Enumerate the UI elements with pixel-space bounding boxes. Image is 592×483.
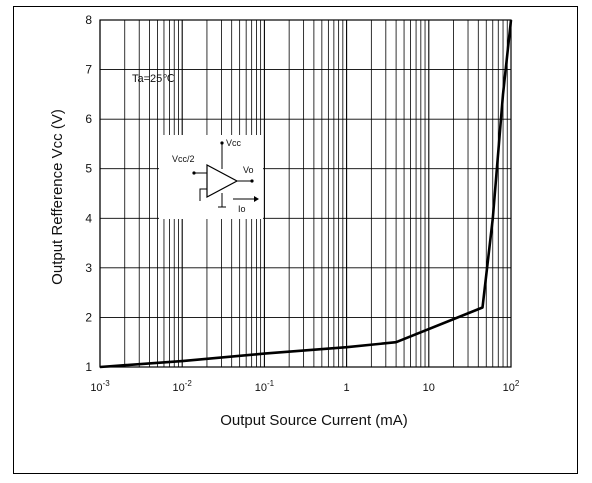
x-tick-label: 10-3 [90, 379, 110, 394]
vcc-terminal [220, 141, 224, 145]
y-tick-labels: 1 2 3 4 5 6 7 8 [85, 13, 92, 374]
y-tick-label: 3 [85, 261, 92, 275]
x-tick-label: 102 [503, 379, 520, 394]
opamp-symbol [206, 164, 239, 198]
x-tick-labels: 10-3 10-2 10-1 1 10 102 [90, 379, 520, 394]
circuit-inset: Vcc Vcc/2 Vo Io [159, 135, 263, 219]
x-tick-label: 10 [423, 382, 435, 394]
vo-terminal [250, 179, 254, 183]
io-label: Io [238, 204, 246, 214]
x-tick-label: 10-1 [255, 379, 275, 394]
y-tick-label: 6 [85, 112, 92, 126]
vcc2-label: Vcc/2 [172, 154, 195, 164]
io-arrow-head [254, 196, 259, 202]
y-axis-label: Output Refference Vcc (V) [49, 109, 66, 285]
series-line [99, 19, 513, 369]
figure-frame: 1 2 3 4 5 6 7 8 10-3 10-2 10-1 1 10 102 Ta=25℃ Vcc V… [13, 6, 578, 474]
y-tick-label: 8 [85, 13, 92, 27]
y-tick-label: 2 [85, 310, 92, 324]
y-tick-label: 4 [85, 211, 92, 225]
y-tick-label: 7 [85, 63, 92, 77]
vcc2-terminal [192, 171, 196, 175]
y-tick-label: 5 [85, 162, 92, 176]
plot-border [99, 19, 512, 368]
x-tick-label: 1 [344, 382, 350, 394]
y-tick-label: 1 [85, 360, 92, 374]
series-layer [99, 19, 513, 369]
vo-label: Vo [243, 165, 254, 175]
x-tick-label: 10-2 [173, 379, 193, 394]
temperature-annotation: Ta=25℃ [132, 73, 175, 85]
chart: 1 2 3 4 5 6 7 8 10-3 10-2 10-1 1 10 102 Ta=25℃ Vcc V… [49, 13, 520, 429]
x-axis-label: Output Source Current (mA) [220, 412, 408, 429]
vcc-label: Vcc [226, 138, 242, 148]
feedback-line [199, 188, 207, 201]
